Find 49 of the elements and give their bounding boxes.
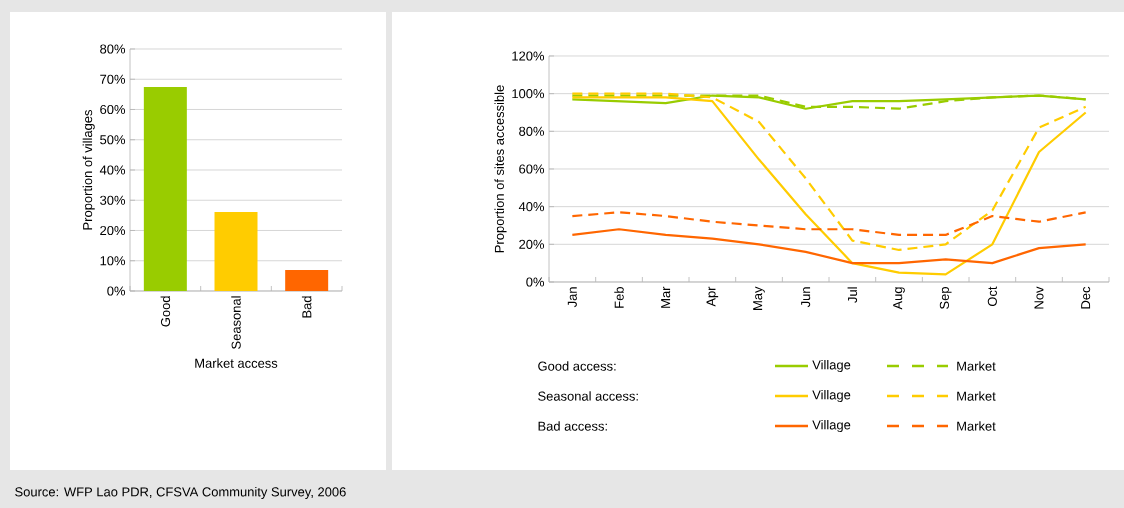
x-tick-label: Sep: [939, 287, 952, 309]
y-tick-label: 60%: [519, 164, 545, 174]
x-tick-label: Aug: [893, 287, 905, 310]
y-tick-label: 10%: [100, 256, 126, 266]
text: Bad access:: [538, 421, 607, 431]
y-tick-label: 40%: [518, 202, 545, 212]
y-tick-label: 0%: [526, 277, 545, 287]
y-tick-label: 100%: [512, 89, 545, 99]
legend-label: Village: [812, 389, 851, 403]
y-tick-label: 80%: [519, 126, 545, 136]
line-series: [571, 228, 1087, 265]
y-tick-label: 70%: [100, 74, 126, 84]
x-tick-label: Apr: [706, 286, 719, 307]
x-tick-label: Bad: [301, 296, 312, 318]
y-tick-label: 60%: [100, 104, 126, 115]
legend-label: Village: [812, 359, 851, 373]
bar: [214, 212, 258, 291]
source-note: Source: WFP Lao PDR, CFSVA Community Survey, 2006: [15, 486, 346, 500]
y-tick-label: 20%: [100, 225, 126, 236]
x-tick-label: Good: [160, 296, 171, 327]
x-tick-label: Feb: [614, 287, 624, 308]
x-tick-label: Jan: [567, 287, 577, 308]
x-tick-label: May: [753, 286, 765, 310]
y-tick-label: 30%: [100, 195, 126, 205]
legend-label: Market: [957, 391, 996, 401]
legend-label: Village: [812, 419, 851, 433]
legend-label: Market: [957, 361, 996, 371]
legend-label: Market: [957, 421, 996, 431]
x-tick-label: Dec: [1081, 286, 1091, 309]
x-tick-label: Oct: [987, 286, 997, 307]
y-axis-title: Proportion of villages: [82, 110, 95, 230]
x-tick-label: Jun: [801, 287, 811, 308]
x-axis-title: Market access: [195, 358, 278, 368]
bar: [285, 270, 329, 291]
y-tick-label: 40%: [99, 165, 126, 175]
x-tick-label: Seasonal: [231, 296, 241, 349]
line-series: [571, 211, 1087, 236]
y-tick-label: 120%: [512, 51, 545, 61]
bar: [143, 87, 187, 291]
x-tick-label: Nov: [1034, 286, 1044, 309]
y-tick-label: 80%: [100, 44, 126, 54]
y-tick-label: 0%: [107, 286, 126, 296]
text: Seasonal access:: [538, 391, 638, 401]
y-tick-label: 50%: [100, 135, 126, 145]
x-tick-label: Jul: [847, 287, 858, 303]
x-tick-label: Mar: [661, 286, 671, 308]
y-tick-label: 20%: [519, 239, 545, 249]
text: Good access:: [538, 361, 616, 371]
y-axis-title: Proportion of sites accessible: [494, 85, 507, 253]
